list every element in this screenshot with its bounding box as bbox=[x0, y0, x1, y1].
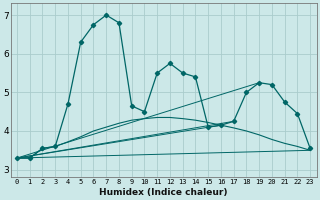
X-axis label: Humidex (Indice chaleur): Humidex (Indice chaleur) bbox=[99, 188, 228, 197]
